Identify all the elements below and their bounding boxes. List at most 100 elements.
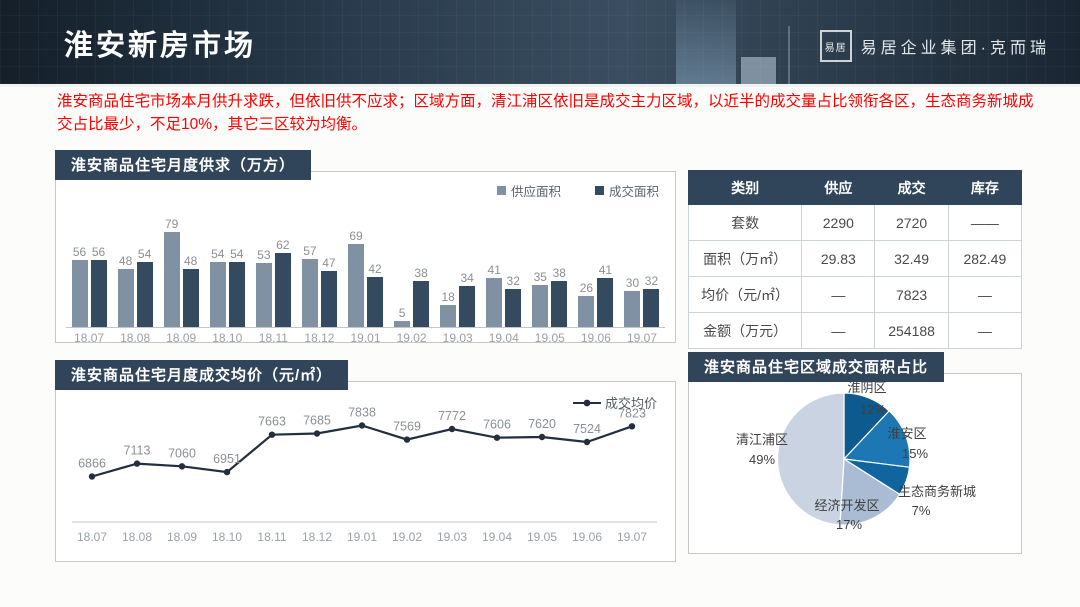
table-row: 均价（元/㎡） —7823— [687,276,1023,313]
summary-table: 类别 供应 成交 库存 套数 2290 2720 —— 面积（万㎡） 29.83 32.49 282… [687,170,1023,349]
bar-value-label: 53 [257,248,271,263]
bar-value-label: 30 [625,276,640,290]
bar-value-label: 56 [91,244,106,259]
pie-percent-label: 15% [902,446,928,461]
bar-value-label: 35 [533,270,547,284]
point-value-label: 6951 [213,452,241,466]
bar-chart-panel: 供应面积 成交面积 56 56 48 54 79 48 54 54 53 62 57 47 69 42 5 38… [55,171,676,345]
x-axis-label: 19.04 [488,331,519,345]
bar-value-label: 69 [349,229,363,244]
pie-label: 生态商务新城 [898,484,976,499]
bar [459,286,476,327]
bar-group: 35 38 [527,266,573,327]
bar-value-label: 34 [460,271,474,286]
table-cell: 32.49 [874,240,949,277]
table-cell: 282.49 [947,240,1023,277]
point-value-label: 7823 [618,406,646,420]
data-point [223,468,231,476]
x-axis-label: 19.01 [347,530,377,544]
company-logo: 易居 易居企业集团·克而瑞 [819,30,1050,62]
bar-item: 48 [182,254,199,327]
table-cell: — [947,312,1023,349]
bar-group: 57 47 [296,244,342,327]
table-cell: — [947,276,1023,313]
x-axis-label: 19.06 [572,530,602,544]
bar-item: 42 [367,262,383,327]
skyline-antenna-decoration [788,26,790,84]
bar-item: 56 [71,244,88,327]
legend-swatch-icon [594,186,604,195]
point-value-label: 7606 [483,418,511,432]
bar-value-label: 54 [230,247,244,262]
bar-item: 34 [459,271,476,327]
table-cell: 7823 [874,276,949,313]
line-chart-svg: 6866 18.07 7113 18.08 7060 18.09 6951 18.10 7663… [72,406,657,544]
legend-item: 成交面积 [594,181,659,200]
x-axis-label: 19.07 [617,530,647,544]
bar [486,277,503,327]
bar-value-label: 54 [137,247,152,262]
table-cell: — [801,276,876,313]
pie-chart-title: 淮安商品住宅区域成交面积占比 [688,352,945,382]
bar [440,305,457,327]
bar-value-label: 41 [487,262,501,277]
x-axis-label: 18.07 [74,331,105,345]
data-point [448,425,456,433]
x-axis-label: 19.06 [580,331,611,345]
x-axis: 18.07 18.08 18.09 18.10 18.11 18.12 19.01 19.02… [66,331,665,345]
data-point [133,460,141,467]
data-point [583,438,591,446]
bar-value-label: 57 [303,243,317,258]
bar [209,262,226,327]
data-point [538,433,546,441]
supply-demand-section: 淮安商品住宅月度供求（万方） 供应面积 成交面积 56 56 48 54 79 48 54 54… [55,150,676,345]
bar-group: 69 42 [342,229,388,327]
x-axis-label: 19.05 [534,331,565,345]
bar [597,277,614,327]
x-axis-label: 18.11 [258,331,288,345]
logo-text: 易居企业集团·克而瑞 [860,40,1050,57]
bar-item: 5 [394,306,411,327]
bar [255,263,272,327]
bar [532,285,549,327]
data-point [313,430,321,437]
bar-value-label: 62 [276,237,290,252]
bar [505,288,522,327]
x-axis-label: 18.11 [257,530,286,544]
bar-item: 38 [413,266,430,327]
bar-item: 62 [274,237,291,327]
bar [643,288,660,327]
pie-slice [776,392,845,526]
pie-percent-label: 49% [749,452,775,467]
pie-percent-label: 12% [860,402,886,417]
x-axis-label: 18.10 [212,331,243,345]
data-point [403,436,411,443]
skyline-building-decoration [741,57,776,84]
table-header-cell: 成交 [874,170,949,205]
skyline-building-decoration [676,0,736,84]
table-cell: 2720 [874,204,949,241]
line-chart-panel: 成交均价 6866 18.07 7113 18.08 7060 18.09 6951 18.1… [55,381,676,562]
pie-label: 淮阴区 [847,380,886,395]
point-value-label: 7838 [348,406,376,420]
bar [624,291,641,327]
line-chart-title: 淮安商品住宅月度成交均价（元/㎡） [55,360,349,390]
line-legend-label: 成交均价 [604,396,657,411]
data-point [88,473,96,480]
bar-value-label: 79 [165,217,179,232]
bar-value-label: 56 [72,244,87,259]
summary-text: 淮安商品住宅市场本月供升求跌，但依旧供不应求；区域方面，清江浦区依旧是成交主力区… [57,93,1034,134]
avg-price-section: 淮安商品住宅月度成交均价（元/㎡） 成交均价 6866 18.07 7113 18.0… [55,360,676,562]
bar [367,276,383,327]
bar-group: 18 34 [435,271,481,327]
x-axis-label: 18.08 [122,530,152,544]
x-axis-label: 19.05 [527,530,557,544]
table-cell: 面积（万㎡） [687,240,803,277]
bar-item: 57 [301,243,318,327]
x-axis-label: 19.04 [482,530,512,544]
bar-item: 53 [255,248,272,327]
data-point [358,422,366,429]
bar-item: 41 [597,263,614,327]
x-axis-label: 18.10 [212,530,242,544]
